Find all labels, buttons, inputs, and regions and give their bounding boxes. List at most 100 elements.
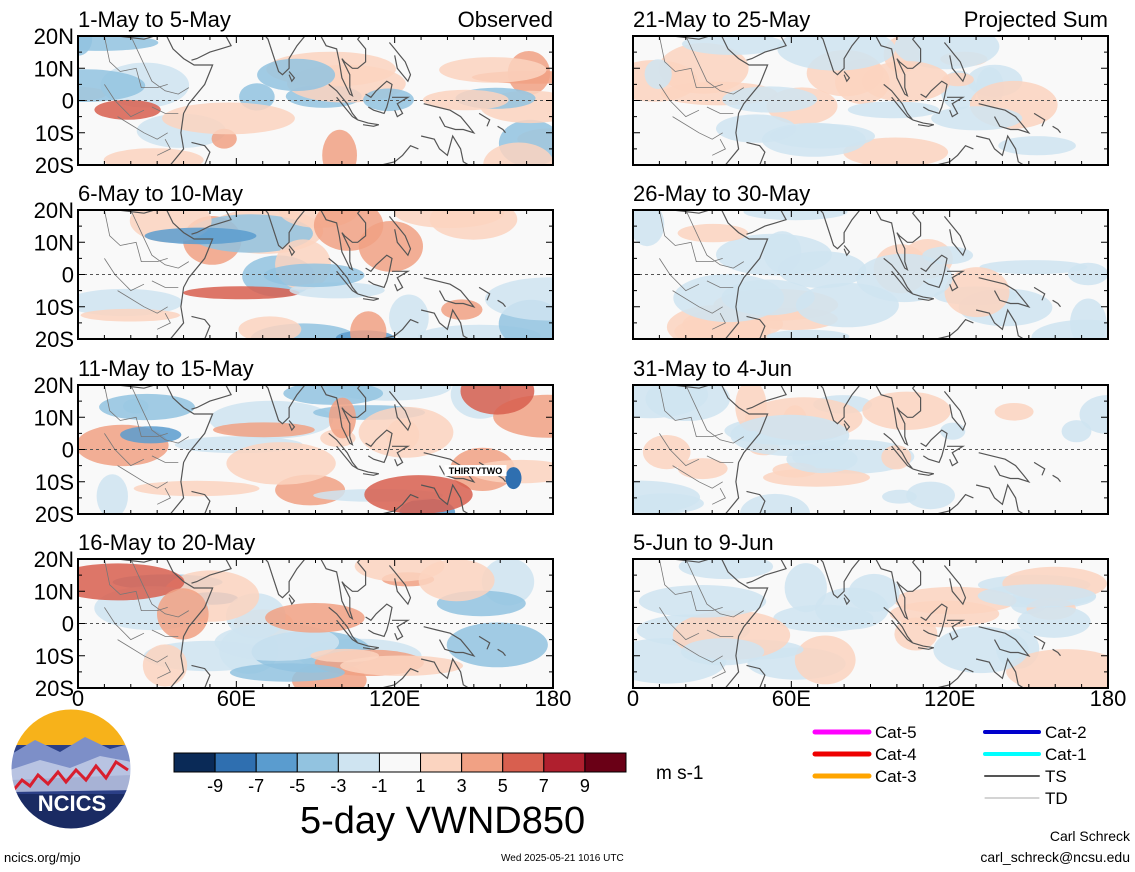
coastline (191, 559, 232, 584)
coastline (920, 254, 948, 289)
border-line (104, 210, 168, 262)
x-axis-labels: 0 60E 120E 180 0 60E 120E 180 (72, 686, 1126, 711)
y-tick-label: 10N (34, 579, 74, 604)
legend-label: Cat-4 (875, 745, 917, 764)
coastline (423, 277, 476, 308)
coastline (843, 420, 851, 432)
anomaly-contour (364, 475, 473, 514)
coastline (392, 619, 411, 641)
border-line (104, 433, 145, 467)
y-tick-label: 20S (35, 676, 74, 701)
footer-email[interactable]: carl_schreck@ncsu.edu (980, 849, 1130, 865)
anomaly-contour (933, 626, 1029, 674)
coastline (883, 83, 914, 121)
coastline (912, 293, 934, 301)
anomaly-contour (78, 36, 159, 51)
anomaly-contour (784, 563, 827, 613)
coastline (843, 245, 851, 257)
anomaly-contour (340, 655, 464, 676)
border-line (659, 84, 700, 118)
panel-title: 11-May to 15-May (78, 356, 254, 381)
x-tick-label: 0 (627, 686, 639, 711)
anomaly-contour (633, 480, 701, 514)
border-line (104, 559, 168, 611)
anomaly-contour (120, 426, 182, 444)
colorbar-label: 7 (539, 776, 549, 796)
coastline (943, 42, 967, 83)
anomaly-contour (226, 442, 336, 485)
y-tick-label: 0 (62, 612, 74, 637)
y-tick-label: 20N (34, 373, 74, 398)
colorbar-swatch (502, 752, 545, 773)
coastline (1052, 299, 1061, 308)
anomaly-contour (678, 559, 774, 580)
border-line (706, 280, 734, 288)
coastline (943, 565, 967, 606)
coastline (843, 594, 851, 606)
coastline (746, 664, 766, 688)
anomaly-contour (994, 403, 1034, 421)
y-tick-label: 20S (35, 502, 74, 527)
map-panel: 21-May to 25-May Projected Sum (632, 7, 1109, 166)
anomaly-contour (418, 559, 495, 602)
coastline (392, 96, 411, 118)
coastline (252, 385, 306, 425)
coastline (191, 490, 211, 514)
coastline (1052, 125, 1061, 134)
y-tick-label: 20N (34, 24, 74, 49)
coastline (875, 559, 922, 621)
coastline (191, 141, 211, 165)
coastline (746, 210, 787, 235)
anomaly-contour (794, 635, 856, 685)
coastline (947, 445, 966, 467)
anomaly-contour (183, 286, 300, 300)
x-tick-label: 0 (72, 686, 84, 711)
panel-title: 21-May to 25-May (633, 7, 810, 32)
map-panel: 20N 10N 0 10S 20S 11-May to 15-May THIRTYTWO (34, 356, 554, 527)
coastline (381, 667, 419, 688)
legend-label: Cat-2 (1045, 723, 1087, 742)
anomaly-contour (942, 72, 974, 87)
coastline (191, 210, 232, 235)
coastline (975, 483, 1024, 514)
border-line (151, 106, 179, 114)
coastline (328, 257, 359, 295)
y-tick-label: 10S (35, 470, 74, 495)
x-tick-label: 60E (772, 686, 811, 711)
colorbar-swatch (214, 752, 257, 773)
anomaly-contour (944, 267, 1010, 318)
logo-line (11, 759, 129, 793)
legend-label: TS (1045, 767, 1067, 786)
panel-tag: Observed (458, 7, 553, 32)
y-tick-label: 10N (34, 405, 74, 430)
anomaly-contour (730, 414, 850, 456)
border-line (117, 290, 168, 314)
coastline (883, 606, 914, 644)
border-line (157, 488, 171, 505)
anomaly-contour (766, 329, 850, 339)
y-tick-label: 20S (35, 327, 74, 352)
border-line (659, 559, 723, 611)
storm-label-bg (444, 465, 507, 477)
coastline (1033, 635, 1046, 650)
coastline (746, 141, 766, 165)
ncics-logo: NCICS (10, 708, 132, 830)
anomaly-contour (906, 481, 955, 510)
coastline (328, 432, 359, 470)
colorbar-swatch (255, 752, 298, 773)
coastline (381, 493, 419, 514)
colorbar-swatch (543, 752, 586, 773)
anomaly-contour (238, 316, 302, 339)
anomaly-contour (214, 623, 340, 661)
coastline (1033, 286, 1046, 301)
colorbar-label: -7 (248, 776, 264, 796)
anomaly-contour (350, 311, 387, 339)
coastline (1052, 474, 1061, 483)
anomaly-contour (894, 617, 938, 651)
footer-left[interactable]: ncics.org/mjo (4, 850, 81, 865)
border-line (712, 313, 726, 330)
anomaly-contour (998, 136, 1076, 156)
coastline (423, 452, 476, 483)
anomaly-contour (862, 391, 951, 430)
anomaly-contour (263, 263, 365, 288)
